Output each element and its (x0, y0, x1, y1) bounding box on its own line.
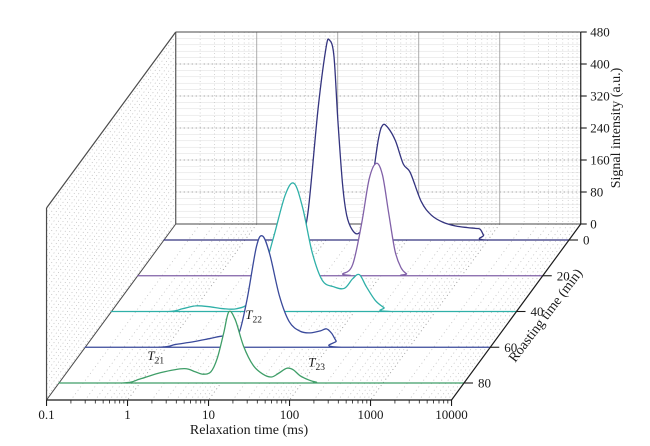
z-axis-title: Signal intensity (a.u.) (609, 67, 624, 188)
z-tick-label: 400 (590, 57, 610, 72)
floor-grid-decade (127, 223, 258, 401)
box-edges (45, 31, 581, 401)
x-tick-label: 1000 (358, 407, 384, 422)
floor-grid-decade (370, 223, 501, 401)
curve-80min (58, 310, 465, 384)
z-tick-label: 80 (590, 185, 603, 200)
curve-20min (137, 162, 544, 277)
depth-tick-label: 20 (557, 268, 570, 283)
left-wall (46, 32, 177, 400)
depth-tick-label: 80 (478, 376, 491, 391)
floor-grid-decade (289, 223, 420, 401)
curves (58, 38, 570, 384)
x-tick-label: 100 (280, 407, 300, 422)
left-wall-slant-edge (46, 31, 177, 209)
x-tick-label: 1 (124, 407, 131, 422)
depth-tick-label: 60 (504, 340, 517, 355)
z-tick-label: 480 (590, 25, 610, 40)
z-axis: 0 80 160 240 320 400 480 Signal intensity (a.u.… (580, 25, 624, 232)
depth-tick-label: 40 (531, 304, 544, 319)
x-tick-label: 10 (202, 407, 215, 422)
x-axis: 0.1 1 10 100 1000 10000 Relaxation time (ms) (38, 399, 468, 438)
z-tick-label: 0 (590, 217, 597, 232)
left-wall-face (46, 32, 176, 400)
depth-axis-line (451, 223, 582, 401)
z-tick-label: 240 (590, 121, 610, 136)
floor-grid-decade (208, 223, 339, 401)
x-axis-title: Relaxation time (ms) (190, 423, 309, 438)
depth-tick-label: 0 (583, 233, 590, 248)
x-tick-label: 0.1 (38, 407, 54, 422)
z-tick-label: 160 (590, 153, 610, 168)
z-tick-label: 320 (590, 89, 610, 104)
curve-40min (110, 182, 518, 313)
x-tick-label: 10000 (435, 407, 468, 422)
curve-60min (84, 235, 491, 348)
